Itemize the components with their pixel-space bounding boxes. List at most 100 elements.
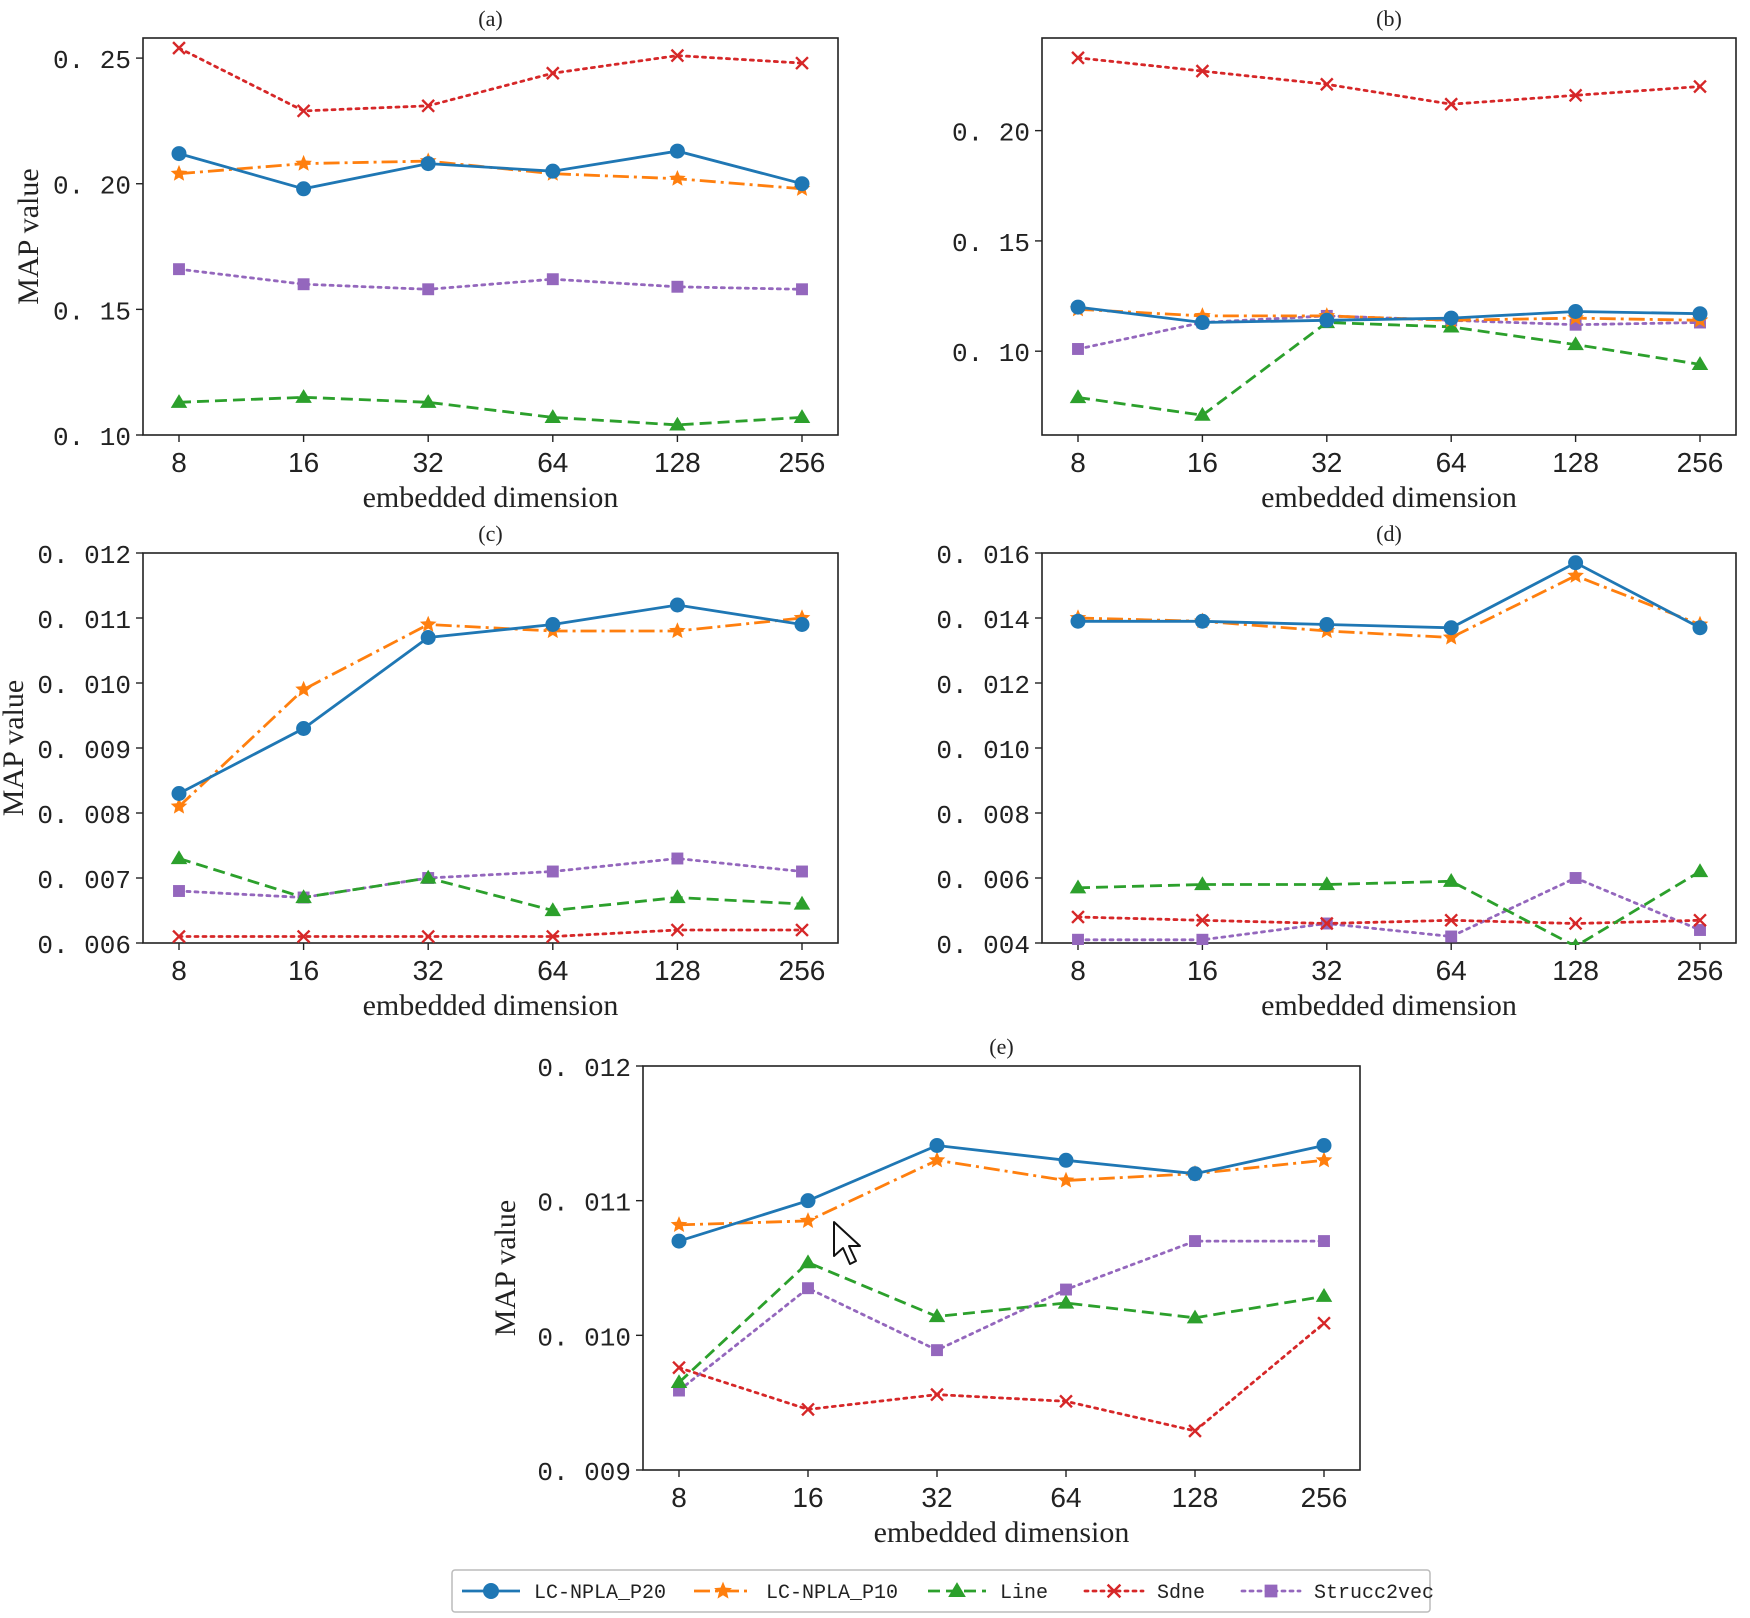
series-line [178,395,803,427]
data-point [297,278,310,291]
data-point [1315,1288,1333,1302]
legend-label: LC-NPLA_P10 [766,1582,898,1605]
chart-panel-a: (a) 8 16 32 64 128 256 0. 10 0. 15 0. 20 0. 25 embe… [12,6,839,514]
data-point [670,48,685,63]
x-tick-label: 32 [1311,955,1342,986]
series-line [677,1321,1326,1433]
data-point [295,889,312,904]
series-strucc2vec [173,852,808,904]
data-point [799,1254,817,1269]
y-tick-label: 0. 011 [537,1189,631,1219]
y-tick-label: 0. 010 [37,671,131,701]
data-point [296,104,311,118]
chart-panel-b: (b) 8 16 32 64 128 256 0. 10 0. 15 0. 20 embedded … [952,6,1737,514]
data-point [930,1387,944,1402]
data-point [1315,1151,1333,1168]
data-point [1059,1394,1073,1409]
y-tick-label: 0. 006 [37,931,131,961]
data-point [669,169,686,186]
chart-panel-c: (c) 8 16 32 64 128 256 0. 006 0. 007 0. 008 0. 009… [0,521,839,1022]
data-point [1071,51,1085,65]
x-tick-label: 16 [1187,447,1218,478]
data-point [170,394,188,408]
legend-marker [714,1581,732,1599]
x-axis-label: embedded dimension [363,481,619,514]
legend-label: Sdne [1157,1582,1205,1605]
data-point [1187,1166,1203,1182]
data-point [1693,913,1707,928]
data-point [1444,913,1458,928]
chart-panel-d: (d) 8 16 32 64 128 256 0. 004 0. 006 0. 008 0. 010… [936,521,1737,1022]
data-point [295,389,312,403]
series-line [178,857,803,912]
series-sdne [672,1316,1331,1438]
data-point [546,273,559,286]
data-point [1194,315,1210,331]
data-point [1058,1152,1074,1168]
y-tick-label: 0. 010 [936,736,1030,766]
data-point [671,280,684,293]
series-line [178,616,803,808]
data-point [671,852,684,865]
series-layer [170,597,811,944]
data-point [1069,879,1087,894]
x-tick-label: 64 [537,955,568,986]
data-point [794,617,810,632]
data-point [801,1402,815,1417]
data-point [544,902,562,917]
series-line [170,389,811,431]
data-point [546,66,560,80]
series-lc-npla-p20 [1070,299,1708,331]
series-line [177,267,804,291]
data-point [1443,310,1459,326]
data-point [795,923,809,937]
y-tick-label: 0. 014 [936,606,1030,636]
data-point [171,786,187,801]
data-point [1319,312,1335,328]
data-point [669,889,686,904]
y-tick-label: 0. 008 [37,801,131,831]
x-tick-label: 256 [1677,447,1724,478]
legend-item: LC-NPLA_P20 [462,1582,666,1605]
data-point [171,146,187,162]
data-point [1320,916,1334,931]
data-point [793,409,811,423]
series-strucc2vec [173,263,808,296]
panel-label: (e) [989,1034,1013,1059]
legend-item: Sdne [1083,1582,1205,1605]
series-line [670,1254,1333,1389]
series-line [178,159,803,191]
data-point [1319,617,1335,632]
x-tick-label: 16 [792,1482,823,1513]
series-sdne [172,923,809,944]
series-line [678,1144,1325,1243]
x-tick-label: 128 [654,447,701,478]
x-tick-label: 8 [171,447,187,478]
y-tick-label: 0. 20 [53,172,131,202]
data-point [1320,77,1334,92]
data-point [172,41,186,55]
series-layer [1069,555,1709,945]
data-point [173,263,185,276]
series-strucc2vec [1072,309,1706,355]
series-line [1077,305,1701,324]
data-point [419,869,437,884]
data-point [793,895,811,910]
series-layer [1069,51,1709,421]
data-point [422,283,435,296]
legend-label: Strucc2vec [1314,1582,1434,1605]
plot-frame [642,1065,1361,1471]
data-point [802,1282,814,1295]
series-layer [670,1137,1333,1438]
legend: LC-NPLA_P20 LC-NPLA_P10 Line Sdne Strucc2vec [451,1569,1434,1613]
data-point [170,164,188,181]
legend-marker [1106,1583,1122,1599]
data-point [1444,97,1458,111]
data-point [1692,306,1708,322]
data-point [1567,336,1584,351]
y-tick-label: 0. 009 [37,736,131,766]
data-point [1442,628,1460,645]
x-axis-label: embedded dimension [1261,481,1517,514]
x-tick-label: 256 [779,955,826,986]
series-line [1077,574,1701,639]
